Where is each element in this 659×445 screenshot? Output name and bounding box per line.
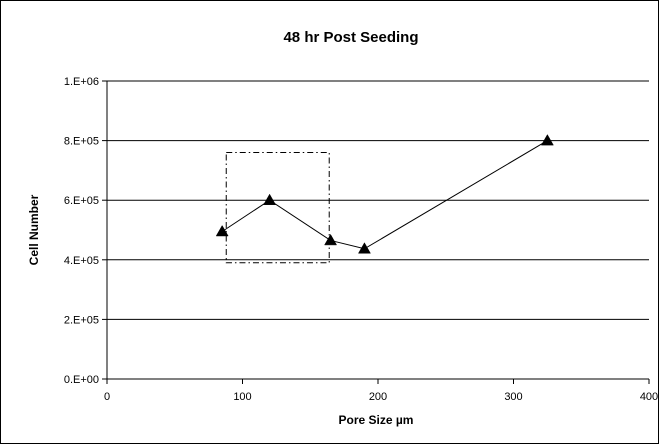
- x-tick-label: 100: [233, 391, 251, 403]
- chart-title: 48 hr Post Seeding: [283, 29, 418, 46]
- highlight-box: [225, 152, 330, 264]
- x-tick-label: 300: [504, 391, 522, 403]
- x-tick-label: 200: [369, 391, 387, 403]
- gridlines: [107, 80, 649, 320]
- data-point-triangle: [324, 233, 338, 246]
- x-tick-label: 400: [640, 391, 658, 403]
- data-point-triangle: [263, 193, 277, 205]
- y-tick-label: 2.E+05: [64, 314, 99, 326]
- y-tick-label: 6.E+05: [64, 195, 99, 207]
- y-tick-label: 8.E+05: [64, 136, 99, 148]
- x-axis-title: Pore Size µm: [339, 413, 414, 427]
- y-tick-label: 0.E+00: [64, 374, 99, 386]
- x-tick-label: 0: [104, 391, 110, 403]
- data-point-triangle: [540, 134, 554, 146]
- y-tick-label: 4.E+05: [64, 255, 99, 267]
- series: [215, 134, 554, 254]
- data-point-triangle: [215, 224, 229, 237]
- axes: [102, 80, 650, 384]
- y-tick-label: 1.E+06: [64, 76, 99, 88]
- tick-labels: 0.E+00 2.E+05 4.E+05 6.E+05 8.E+05 1.E+06 0 100…: [64, 76, 658, 403]
- data-point-triangle: [358, 242, 371, 254]
- annotations: [225, 152, 330, 264]
- y-axis-title: Cell Number: [27, 194, 41, 265]
- series-line: [221, 140, 548, 250]
